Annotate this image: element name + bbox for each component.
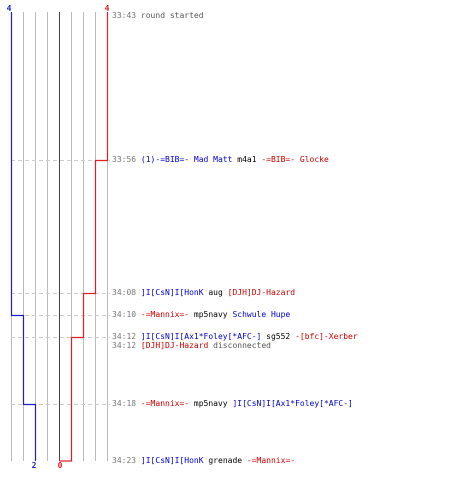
weapon-name: grenade <box>203 456 247 465</box>
event-text: disconnected <box>208 341 271 350</box>
event-time: 34:18 <box>112 399 137 408</box>
red-team-line <box>59 12 109 462</box>
blue-start-score: 4 <box>7 4 12 13</box>
weapon-name: m4a1 <box>232 155 262 164</box>
blue-team-line <box>10 12 37 461</box>
weapon-name: sg552 <box>261 332 296 341</box>
victim-name: -[bfc]-Xerber <box>295 332 358 341</box>
event-log-line: 34:23 ]I[CsN]I[HonK grenade -=Mannix=- <box>112 456 295 466</box>
event-log-line: 33:56 (1)-=BIB=- Mad Matt m4a1 -=BIB=- G… <box>112 155 329 165</box>
event-time: 34:08 <box>112 288 137 297</box>
victim-name: Schwule Hupe <box>232 310 291 319</box>
killer-name: ]I[CsN]I[HonK <box>140 288 204 297</box>
event-log-line: 34:10 -=Mannix=- mp5navy Schwule Hupe <box>112 310 290 320</box>
victim-name: ]I[CsN]I[Ax1*Foley[*AFC-] <box>232 399 353 408</box>
victim-name: -=Mannix=- <box>246 456 296 465</box>
event-log-line: 34:08 ]I[CsN]I[HonK aug [DJH]DJ-Hazard <box>112 288 295 298</box>
weapon-name: mp5navy <box>189 310 233 319</box>
event-log-line: 34:12 ]I[CsN]I[Ax1*Foley[*AFC-] sg552 -[… <box>112 332 358 342</box>
killer-name: ]I[CsN]I[HonK <box>140 456 204 465</box>
red-end-score: 0 <box>58 461 63 470</box>
killer-name: -=Mannix=- <box>140 310 190 319</box>
event-log-line: 34:18 -=Mannix=- mp5navy ]I[CsN]I[Ax1*Fo… <box>112 399 353 409</box>
event-time: 34:23 <box>112 456 137 465</box>
weapon-name: mp5navy <box>189 399 233 408</box>
red-start-score: 4 <box>105 4 110 13</box>
killer-name: -=Mannix=- <box>140 399 190 408</box>
blue-end-score: 2 <box>32 461 37 470</box>
event-time: 34:12 <box>112 332 137 341</box>
killer-name: (1)-=BIB=- Mad Matt <box>140 155 233 164</box>
grid-lines <box>11 12 108 461</box>
killer-name: ]I[CsN]I[Ax1*Foley[*AFC-] <box>140 332 262 341</box>
event-time: 34:12 <box>112 341 137 350</box>
event-log-line: 33:43 round started <box>112 11 204 21</box>
victim-name: -=BIB=- Glocke <box>261 155 329 164</box>
event-text: round started <box>140 11 204 20</box>
event-time: 33:43 <box>112 11 137 20</box>
victim-name: [DJH]DJ-Hazard <box>227 288 296 297</box>
event-time: 33:56 <box>112 155 137 164</box>
event-log-line: 34:12 [DJH]DJ-Hazard disconnected <box>112 341 271 351</box>
event-time: 34:10 <box>112 310 137 319</box>
weapon-name: aug <box>203 288 228 297</box>
player-name: [DJH]DJ-Hazard <box>140 341 209 350</box>
